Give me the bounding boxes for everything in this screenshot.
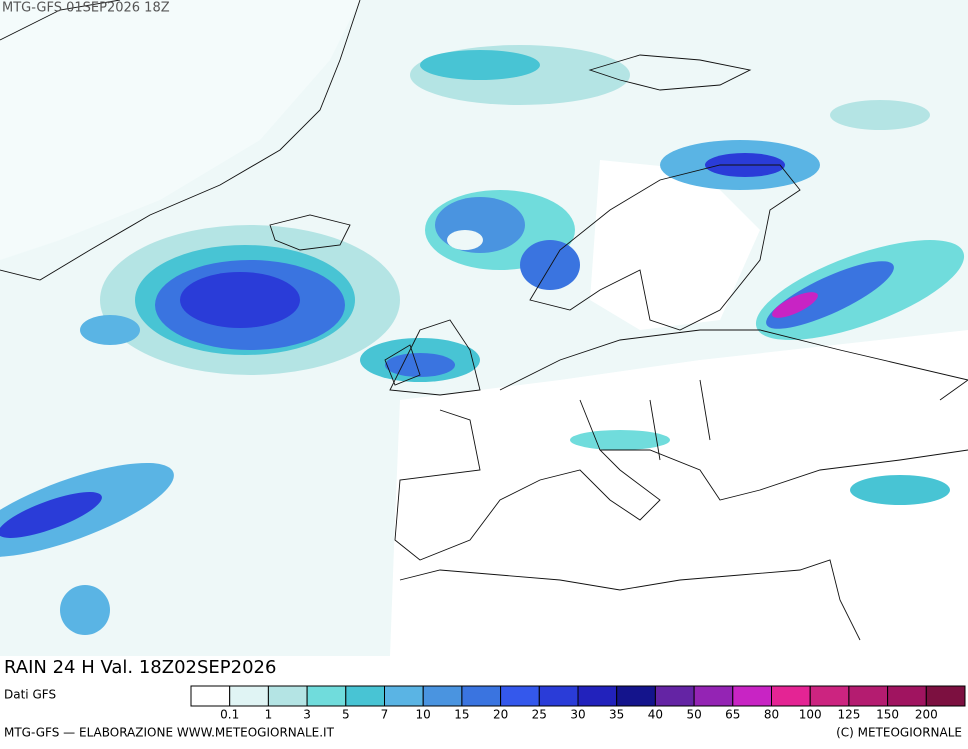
rain-area xyxy=(520,240,580,290)
legend-swatch xyxy=(267,685,308,707)
legend-label: 0.1 xyxy=(220,708,239,722)
legend-swatch xyxy=(809,685,850,707)
coastline xyxy=(269,214,351,251)
legend-label: 3 xyxy=(303,708,311,722)
land-dry xyxy=(390,330,968,656)
scandinavia xyxy=(590,160,760,330)
legend-label: 20 xyxy=(493,708,508,722)
rain-area xyxy=(385,353,455,377)
legend-swatch xyxy=(345,685,385,707)
legend-swatch xyxy=(732,685,772,707)
footer-right: (C) METEOGIORNALE xyxy=(836,726,962,740)
rain-area xyxy=(80,315,140,345)
map: MTG-GFS 01SEP2026 18Z xyxy=(0,0,968,656)
rain-area xyxy=(60,585,110,635)
legend-swatch xyxy=(925,685,966,707)
legend-label: 30 xyxy=(570,708,585,722)
legend-label: 1 xyxy=(265,708,273,722)
legend-label: 10 xyxy=(416,708,431,722)
legend-swatch xyxy=(616,685,656,707)
legend-label: 50 xyxy=(686,708,701,722)
coastline xyxy=(529,164,801,331)
legend-label: 35 xyxy=(609,708,624,722)
legend-label: 100 xyxy=(799,708,822,722)
legend-swatch xyxy=(190,685,231,707)
legend: 0.1 1 3 5 7 10 15 20 25 30 35 40 50 65 80 100 125 150 200 xyxy=(190,685,966,722)
legend-label: 65 xyxy=(725,708,740,722)
rain-area xyxy=(850,475,950,505)
legend-label: 7 xyxy=(381,708,389,722)
legend-swatch xyxy=(500,685,540,707)
legend-label: 150 xyxy=(876,708,899,722)
legend-swatch xyxy=(848,685,889,707)
legend-label: 40 xyxy=(648,708,663,722)
rain-area xyxy=(420,50,540,80)
legend-swatch xyxy=(771,685,811,707)
legend-label: 200 xyxy=(915,708,938,722)
rain-area xyxy=(570,430,670,450)
coastline xyxy=(0,0,361,281)
map-header: MTG-GFS 01SEP2026 18Z xyxy=(2,1,170,16)
legend-source: Dati GFS xyxy=(4,688,56,702)
greenland xyxy=(0,0,360,260)
legend-swatch xyxy=(887,685,927,707)
coastline xyxy=(588,54,752,91)
legend-swatch xyxy=(384,685,424,707)
rain-area xyxy=(830,100,930,130)
legend-swatch xyxy=(654,685,695,707)
legend-swatch xyxy=(693,685,734,707)
footer-left: MTG-GFS — ELABORAZIONE WWW.METEOGIORNALE… xyxy=(4,726,335,740)
map-caption: RAIN 24 H Val. 18Z02SEP2026 xyxy=(4,657,276,678)
legend-swatch xyxy=(538,685,579,707)
legend-swatch xyxy=(422,685,463,707)
legend-swatch xyxy=(229,685,269,707)
rain-area xyxy=(772,292,818,318)
rain-area xyxy=(180,272,300,328)
legend-label: 80 xyxy=(764,708,779,722)
legend-swatch xyxy=(306,685,347,707)
legend-label: 125 xyxy=(837,708,860,722)
rain-area xyxy=(447,230,483,250)
legend-label: 5 xyxy=(342,708,350,722)
legend-swatch xyxy=(577,685,618,707)
coastline xyxy=(394,329,968,561)
legend-swatch xyxy=(461,685,502,707)
rain-area xyxy=(0,492,102,538)
legend-label: 15 xyxy=(454,708,469,722)
coastline xyxy=(384,319,481,396)
coastline xyxy=(399,379,968,641)
legend-label: 25 xyxy=(532,708,547,722)
